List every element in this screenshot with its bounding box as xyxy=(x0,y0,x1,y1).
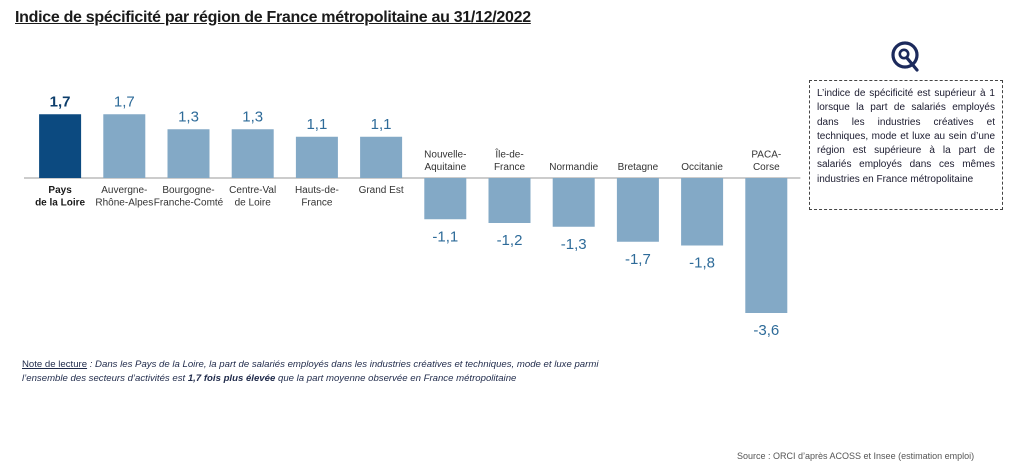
category-label: Auvergne- xyxy=(101,185,147,196)
data-label: 1,1 xyxy=(306,116,327,133)
category-label: Aquitaine xyxy=(424,162,466,173)
bar xyxy=(488,178,531,223)
category-label: PACA- xyxy=(751,150,781,161)
bar xyxy=(424,178,467,220)
bar xyxy=(167,129,210,178)
bar xyxy=(745,178,788,313)
category-label: Rhône-Alpes xyxy=(95,198,153,209)
bar xyxy=(681,178,724,246)
data-label: -1,3 xyxy=(561,236,587,253)
reading-note-label: Note de lecture xyxy=(22,359,88,370)
source-text: Source : ORCI d’après ACOSS et Insee (es… xyxy=(737,451,975,461)
data-label: -1,8 xyxy=(689,255,715,272)
reading-note: Note de lecture : Dans les Pays de la Lo… xyxy=(22,358,622,385)
data-label: 1,3 xyxy=(178,108,199,125)
bar xyxy=(39,114,82,178)
reading-note-text-end: que la part moyenne observée en France m… xyxy=(275,372,517,384)
data-label: -1,7 xyxy=(625,251,651,268)
category-label: Grand Est xyxy=(359,185,404,196)
category-label: Hauts-de- xyxy=(295,185,339,196)
category-label: de Loire xyxy=(235,198,272,209)
data-label: 1,7 xyxy=(50,93,71,110)
category-label: de la Loire xyxy=(35,198,85,209)
bar xyxy=(616,178,659,242)
chart-title: Indice de spécificité par région de Fran… xyxy=(15,9,531,26)
bar xyxy=(295,136,338,178)
data-label: -1,1 xyxy=(432,228,458,245)
reading-note-text: : Dans les Pays de la Loire, la part de … xyxy=(22,359,599,384)
category-label: France xyxy=(301,198,333,209)
category-label: Corse xyxy=(753,162,780,173)
category-label: Normandie xyxy=(549,162,598,173)
category-label: France xyxy=(494,162,526,173)
data-label: 1,7 xyxy=(114,93,135,110)
bar xyxy=(360,136,403,178)
category-label: Nouvelle- xyxy=(424,150,466,161)
data-label: -1,2 xyxy=(497,232,523,249)
category-label: Île-de- xyxy=(494,148,523,161)
category-label: Bourgogne- xyxy=(162,185,214,196)
orci-logo-icon xyxy=(891,41,919,72)
category-label: Pays xyxy=(48,185,72,196)
bar xyxy=(231,129,274,178)
data-label: 1,3 xyxy=(242,108,263,125)
category-label: Franche-Comté xyxy=(154,198,224,209)
category-label: Bretagne xyxy=(618,162,659,173)
category-label: Occitanie xyxy=(681,162,723,173)
bar xyxy=(103,114,146,178)
reading-note-bold: 1,7 fois plus élevée xyxy=(187,372,276,384)
bar xyxy=(552,178,595,227)
data-label: 1,1 xyxy=(371,116,392,133)
data-label: -3,6 xyxy=(753,322,779,339)
info-box: L’indice de spécificité est supérieur à … xyxy=(809,80,1003,210)
category-label: Centre-Val xyxy=(229,185,276,196)
